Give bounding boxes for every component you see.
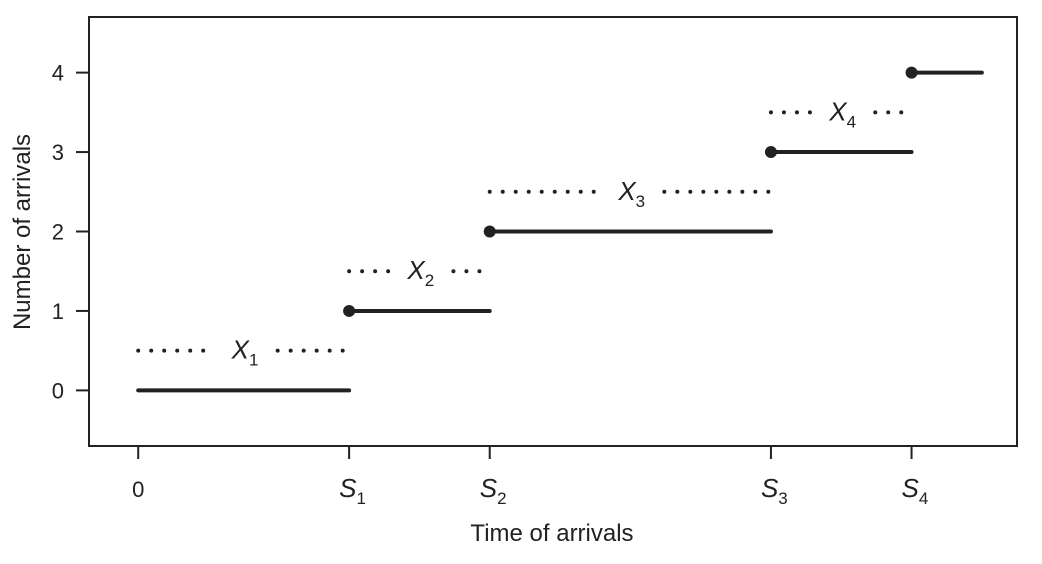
y-tick-label: 3 (52, 140, 64, 165)
x-tick-label: S3 (761, 473, 788, 508)
y-tick-label: 1 (52, 299, 64, 324)
interarrival-label: X2 (406, 255, 434, 290)
step-start-dot (483, 225, 496, 238)
interarrival-label: X3 (617, 176, 645, 211)
y-axis-title: Number of arrivals (9, 134, 36, 330)
interarrival-annotations: X1 X2 X3 X4 (136, 96, 914, 370)
step-start-dot (905, 66, 918, 79)
x-tick-label: S2 (480, 473, 507, 508)
x-tick-label: 0 (132, 477, 144, 502)
x-axis-title: Time of arrivals (470, 520, 633, 547)
step-start-dot (343, 304, 356, 317)
interarrival-label: X1 (231, 335, 259, 370)
y-tick-label: 4 (52, 61, 64, 86)
x-axis: 0 S1 S2 S3 S4 (132, 446, 928, 508)
interarrival-label: X4 (828, 96, 856, 131)
step-series (136, 66, 984, 393)
x-tick-label: S4 (902, 473, 929, 508)
step-start-dot (764, 146, 777, 159)
y-tick-label: 0 (52, 378, 64, 403)
x-tick-label: S1 (339, 473, 366, 508)
y-axis: 0 1 2 3 4 (52, 61, 89, 403)
y-tick-label: 2 (52, 220, 64, 245)
